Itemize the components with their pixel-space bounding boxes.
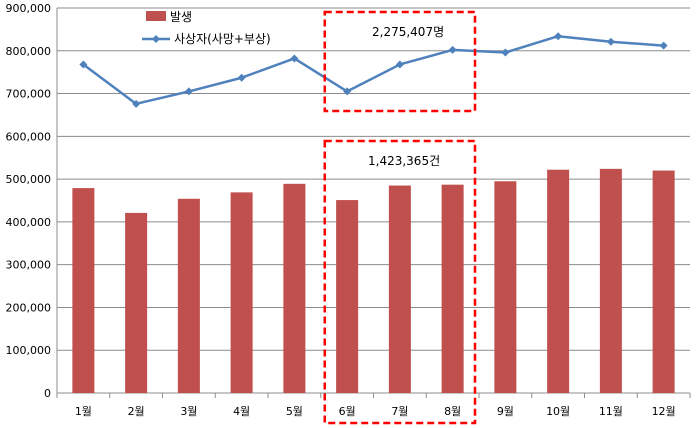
y-tick-label: 200,000	[6, 301, 52, 314]
x-tick-label: 3월	[180, 405, 197, 418]
x-tick-label: 1월	[75, 405, 92, 418]
legend-label-line: 사상자(사망+부상)	[174, 32, 271, 46]
bar	[230, 192, 253, 393]
bar	[388, 185, 411, 393]
bar-series	[72, 168, 675, 393]
y-tick-label: 600,000	[6, 130, 52, 143]
y-tick-label: 900,000	[6, 2, 52, 15]
line-point	[184, 87, 193, 96]
bar	[72, 188, 95, 393]
legend-label-bar: 발생	[170, 10, 192, 24]
line-point	[290, 54, 299, 63]
line-point	[132, 99, 141, 108]
bar	[599, 168, 622, 393]
highlight-box-line	[323, 10, 477, 113]
line-point	[395, 60, 404, 69]
line-point	[554, 32, 563, 41]
line-point	[606, 37, 615, 46]
x-tick-label: 12월	[652, 405, 676, 418]
bar	[283, 183, 306, 393]
bar	[494, 181, 517, 393]
line-point	[448, 45, 457, 54]
line-point	[237, 73, 246, 82]
x-tick-label: 5월	[286, 405, 303, 418]
line-point	[501, 48, 510, 57]
line-series	[79, 32, 668, 108]
gridlines	[57, 7, 690, 351]
bar	[652, 170, 675, 393]
y-tick-label: 100,000	[6, 344, 52, 357]
line-point	[79, 60, 88, 69]
y-tick-label: 800,000	[6, 45, 52, 58]
x-tick-label: 9월	[497, 405, 514, 418]
x-tick-label: 10월	[546, 405, 570, 418]
legend: 발생 사상자(사망+부상)	[142, 10, 271, 46]
y-tick-label: 400,000	[6, 216, 52, 229]
legend-swatch-marker	[152, 35, 160, 43]
x-tick-label: 2월	[128, 405, 145, 418]
y-tick-label: 500,000	[6, 173, 52, 186]
y-tick-label: 0	[44, 387, 51, 400]
axes: 0 100,000 200,000 300,000 400,000 500,000 600,…	[6, 2, 691, 418]
bar	[547, 169, 570, 393]
bar	[125, 212, 148, 393]
legend-swatch-bar	[146, 11, 166, 21]
x-tick-label: 11월	[599, 405, 623, 418]
annotation-bar-total: 1,423,365건	[368, 154, 440, 168]
y-tick-label: 700,000	[6, 88, 52, 101]
x-tick-label: 4월	[233, 405, 250, 418]
annotation-line-total: 2,275,407명	[372, 25, 444, 39]
bar	[336, 200, 359, 393]
bar	[177, 198, 200, 393]
line-point	[343, 87, 352, 96]
series-line	[82, 34, 664, 106]
highlight-boxes	[323, 10, 477, 425]
line-point	[659, 41, 668, 50]
y-tick-label: 300,000	[6, 259, 52, 272]
bar	[441, 184, 464, 393]
x-tick-label: 8월	[444, 405, 461, 418]
x-tick-label: 7월	[391, 405, 408, 418]
x-tick-label: 6월	[339, 405, 356, 418]
highlight-box-bars	[323, 139, 477, 425]
